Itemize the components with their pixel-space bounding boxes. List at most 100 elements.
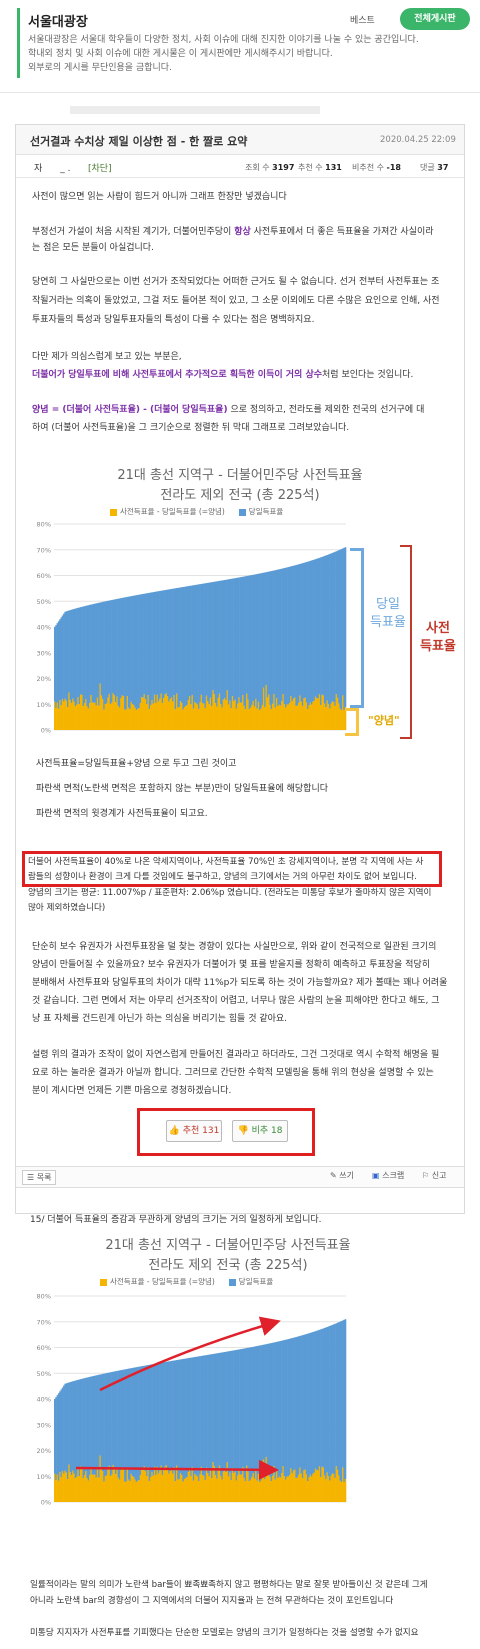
bar-dangil — [344, 547, 347, 708]
bar-dangil — [330, 553, 333, 704]
bar-yangnyeom — [147, 695, 150, 730]
write-button[interactable]: ✎ 쓰기 — [330, 1171, 354, 1180]
bar-yangnyeom — [200, 1466, 203, 1502]
bar-yangnyeom — [243, 705, 246, 730]
bar-yangnyeom — [108, 693, 111, 730]
bar-dangil — [104, 1373, 107, 1477]
legend2-dangil: 당일득표율 — [238, 1277, 274, 1286]
bar-yangnyeom — [81, 1467, 83, 1502]
bar-dangil — [238, 577, 240, 698]
bar-dangil — [177, 1359, 179, 1480]
bar-dangil — [259, 573, 261, 711]
bar-dangil — [200, 1355, 203, 1467]
bar-yangnyeom — [329, 1480, 331, 1502]
post-author[interactable]: 자 _ . — [34, 161, 71, 174]
para-5: 더불어가 당일투표에 비해 사전투표에서 추가적으로 획득한 이득이 거의 상수… — [32, 370, 414, 380]
bar-dangil — [272, 570, 274, 704]
bar-yangnyeom — [305, 1474, 308, 1502]
bar-yangnyeom — [103, 1481, 105, 1502]
bar-yangnyeom — [264, 707, 266, 730]
bar-dangil — [321, 556, 323, 695]
bar-dangil — [343, 547, 346, 711]
bar-dangil — [265, 572, 268, 685]
bar-yangnyeom — [140, 1469, 143, 1502]
bar-dangil — [303, 562, 305, 699]
bar-yangnyeom — [76, 1476, 78, 1502]
bar-dangil — [172, 1360, 174, 1474]
bar-yangnyeom — [148, 1480, 151, 1502]
para-u3: 분이 계시다면 언제든 기쁜 마음으로 경청하겠습니다. — [32, 1086, 232, 1096]
bar-dangil — [172, 588, 174, 702]
bar-dangil — [61, 615, 64, 699]
bar-dangil — [301, 563, 304, 707]
thumbs-up-icon: 👍 — [168, 1126, 180, 1136]
bar-dangil — [323, 1327, 326, 1476]
bar-yangnyeom — [329, 708, 331, 730]
bar-yangnyeom — [57, 708, 60, 730]
dislike-button[interactable]: 👎 비추 18 — [232, 1120, 288, 1142]
bar-yangnyeom — [157, 701, 160, 730]
bar-yangnyeom — [113, 1467, 116, 1502]
bar-yangnyeom — [290, 696, 292, 730]
all-boards-button[interactable]: 전체게시판 — [400, 8, 470, 30]
bar-yangnyeom — [157, 1473, 160, 1502]
bar-yangnyeom — [317, 698, 320, 730]
bar-yangnyeom — [300, 1473, 303, 1502]
bar-dangil — [188, 585, 191, 697]
bar-dangil — [134, 595, 137, 708]
bar-dangil — [336, 550, 339, 698]
y-tick-label: 10% — [37, 1473, 51, 1481]
bar-yangnyeom — [239, 702, 242, 730]
dislike-count: 비추천 수 -18 — [352, 163, 401, 172]
bar-dangil — [78, 607, 81, 705]
bar-dangil — [235, 577, 238, 709]
bar-yangnyeom — [174, 1481, 177, 1502]
bar-yangnyeom — [169, 699, 172, 730]
bar-dangil — [134, 1367, 137, 1480]
bar-dangil — [300, 1335, 303, 1474]
bar-yangnyeom — [224, 1470, 226, 1502]
recommend-button[interactable]: 👍 추천 131 — [166, 1120, 222, 1142]
bar-yangnyeom — [312, 701, 314, 730]
chart2-legend: 사전득표율 - 당일득표율 (=양념) 당일득표율 — [100, 1276, 273, 1287]
bar-dangil — [78, 1379, 81, 1477]
best-link[interactable]: 베스트 — [350, 16, 375, 26]
bar-dangil — [90, 1376, 92, 1467]
bar-yangnyeom — [169, 1471, 172, 1502]
bar-dangil — [236, 577, 239, 704]
bar-dangil — [217, 581, 220, 698]
post-meta-row — [16, 156, 464, 178]
y-tick-label: 40% — [37, 624, 51, 632]
bar-dangil — [209, 1354, 212, 1470]
bar-yangnyeom — [246, 1465, 248, 1502]
bar-dangil — [153, 591, 156, 695]
bar-yangnyeom — [120, 1470, 122, 1502]
bar-yangnyeom — [247, 1471, 249, 1502]
bar-yangnyeom — [234, 1471, 236, 1502]
bar-dangil — [56, 623, 59, 703]
report-button[interactable]: ⚐ 신고 — [422, 1171, 447, 1180]
bar-dangil — [155, 1363, 157, 1475]
scrap-button[interactable]: ▣ 스크랩 — [372, 1171, 405, 1180]
bar-yangnyeom — [234, 699, 236, 730]
bar-dangil — [173, 588, 175, 696]
bar-yangnyeom — [313, 700, 316, 730]
block-link[interactable]: [차단] — [88, 164, 112, 174]
bar-dangil — [127, 596, 130, 708]
bar-yangnyeom — [160, 693, 163, 730]
bar-yangnyeom — [178, 707, 181, 730]
bar-dangil — [268, 1343, 270, 1467]
bar-dangil — [165, 1361, 168, 1466]
bar-yangnyeom — [238, 1469, 240, 1502]
caption-1: 사전득표율=당일득표율+양념 으로 두고 그린 것이고 — [36, 759, 237, 769]
bar-dangil — [120, 598, 122, 699]
bar-yangnyeom — [188, 696, 191, 730]
bar-yangnyeom — [64, 698, 66, 730]
list-button[interactable]: ☰ 목록 — [22, 1170, 57, 1185]
bar-dangil — [288, 566, 291, 704]
bar-dangil — [57, 621, 60, 709]
bar-yangnyeom — [281, 701, 283, 730]
bar-dangil — [81, 606, 83, 696]
bar-yangnyeom — [104, 1476, 107, 1502]
bar-yangnyeom — [151, 1471, 153, 1502]
